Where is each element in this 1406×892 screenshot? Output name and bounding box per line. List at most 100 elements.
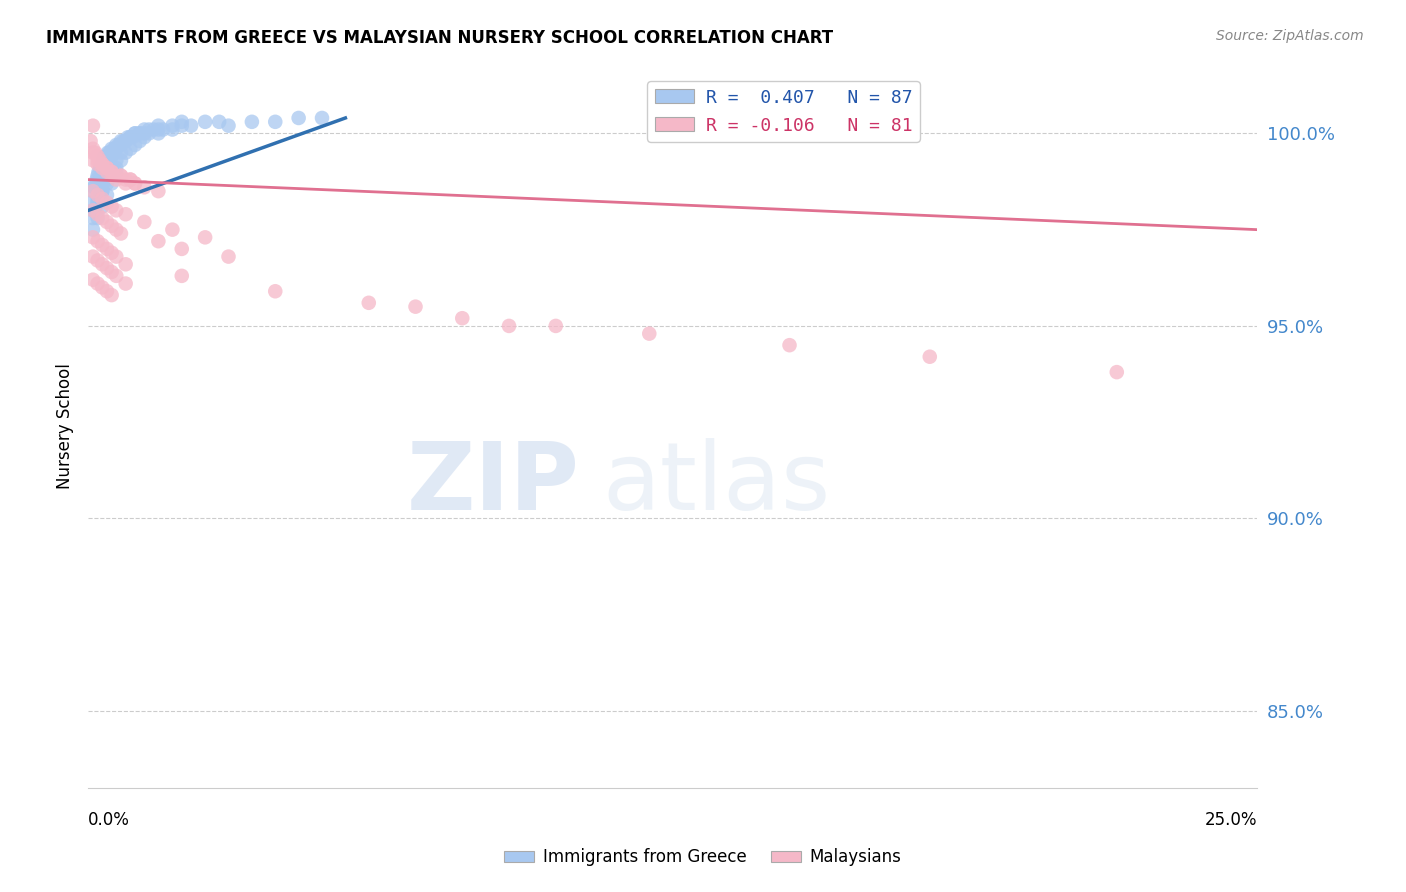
Point bbox=[96, 177, 118, 191]
Text: IMMIGRANTS FROM GREECE VS MALAYSIAN NURSERY SCHOOL CORRELATION CHART: IMMIGRANTS FROM GREECE VS MALAYSIAN NURS… bbox=[46, 29, 834, 46]
Point bbox=[105, 169, 128, 183]
Point bbox=[86, 207, 108, 221]
Point bbox=[117, 130, 139, 145]
Point bbox=[105, 172, 128, 186]
Point bbox=[82, 273, 104, 287]
Point bbox=[100, 265, 122, 279]
Point bbox=[114, 172, 136, 186]
Point bbox=[96, 161, 118, 175]
Point bbox=[89, 161, 111, 175]
Point bbox=[86, 169, 108, 183]
Point bbox=[134, 180, 156, 194]
Point bbox=[218, 119, 240, 133]
Point bbox=[84, 145, 107, 160]
Point bbox=[83, 180, 105, 194]
Point bbox=[779, 338, 801, 352]
Point bbox=[918, 350, 941, 364]
Text: ZIP: ZIP bbox=[406, 438, 579, 530]
Point bbox=[100, 165, 122, 179]
Point bbox=[91, 192, 114, 206]
Point bbox=[170, 268, 193, 283]
Point bbox=[105, 153, 128, 168]
Point bbox=[82, 203, 104, 218]
Point bbox=[98, 145, 121, 160]
Point bbox=[162, 122, 184, 136]
Point bbox=[498, 318, 520, 333]
Point bbox=[82, 184, 104, 198]
Point bbox=[86, 234, 108, 248]
Point bbox=[82, 211, 104, 225]
Point bbox=[86, 172, 108, 186]
Point bbox=[96, 165, 118, 179]
Point bbox=[100, 161, 122, 175]
Point bbox=[82, 222, 104, 236]
Point bbox=[100, 177, 122, 191]
Point bbox=[96, 261, 118, 276]
Point bbox=[114, 207, 136, 221]
Point bbox=[84, 177, 107, 191]
Point bbox=[86, 195, 108, 210]
Point bbox=[180, 119, 202, 133]
Point bbox=[114, 277, 136, 291]
Point bbox=[110, 145, 132, 160]
Point bbox=[86, 211, 108, 225]
Point bbox=[128, 134, 150, 148]
Legend: R =  0.407   N = 87, R = -0.106   N = 81: R = 0.407 N = 87, R = -0.106 N = 81 bbox=[647, 81, 920, 143]
Point bbox=[93, 172, 115, 186]
Point bbox=[79, 195, 101, 210]
Point bbox=[96, 285, 118, 299]
Point bbox=[100, 149, 122, 163]
Point bbox=[87, 165, 110, 179]
Point bbox=[110, 169, 132, 183]
Point bbox=[84, 203, 107, 218]
Point bbox=[91, 157, 114, 171]
Point bbox=[100, 245, 122, 260]
Point bbox=[82, 145, 104, 160]
Point bbox=[148, 122, 170, 136]
Point bbox=[451, 311, 474, 326]
Point bbox=[82, 250, 104, 264]
Point bbox=[148, 184, 170, 198]
Point bbox=[100, 165, 122, 179]
Point bbox=[91, 200, 114, 214]
Point bbox=[89, 188, 111, 202]
Point bbox=[100, 288, 122, 302]
Point bbox=[100, 200, 122, 214]
Point bbox=[82, 230, 104, 244]
Point bbox=[124, 177, 146, 191]
Point bbox=[105, 142, 128, 156]
Point bbox=[218, 250, 240, 264]
Point bbox=[170, 115, 193, 129]
Point bbox=[114, 145, 136, 160]
Point bbox=[96, 165, 118, 179]
Point bbox=[110, 169, 132, 183]
Text: Nursery School: Nursery School bbox=[56, 363, 75, 489]
Point bbox=[86, 157, 108, 171]
Point bbox=[96, 242, 118, 256]
Point bbox=[287, 111, 309, 125]
Point bbox=[105, 222, 128, 236]
Point bbox=[124, 127, 146, 141]
Text: Source: ZipAtlas.com: Source: ZipAtlas.com bbox=[1216, 29, 1364, 43]
Point bbox=[96, 161, 118, 175]
Point bbox=[82, 153, 104, 168]
Point bbox=[110, 227, 132, 241]
Point bbox=[82, 203, 104, 218]
Point bbox=[91, 211, 114, 225]
Point bbox=[138, 127, 160, 141]
Point bbox=[124, 137, 146, 152]
Point bbox=[264, 115, 287, 129]
Point bbox=[86, 277, 108, 291]
Point bbox=[100, 142, 122, 156]
Text: 25.0%: 25.0% bbox=[1205, 811, 1257, 830]
Point bbox=[86, 195, 108, 210]
Point bbox=[128, 127, 150, 141]
Point bbox=[208, 115, 231, 129]
Point bbox=[152, 122, 174, 136]
Point bbox=[91, 280, 114, 294]
Point bbox=[162, 222, 184, 236]
Point bbox=[86, 149, 108, 163]
Point bbox=[114, 177, 136, 191]
Point bbox=[96, 172, 118, 186]
Point bbox=[82, 142, 104, 156]
